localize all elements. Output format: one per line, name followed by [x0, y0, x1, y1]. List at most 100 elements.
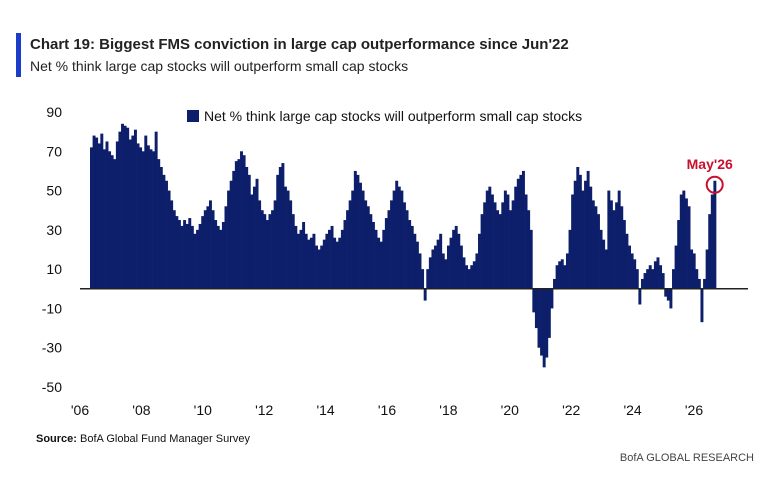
bar	[149, 149, 153, 289]
bar	[697, 278, 701, 289]
bar	[529, 229, 533, 289]
bar	[374, 229, 378, 289]
bar	[100, 133, 104, 289]
bar	[152, 151, 156, 289]
bar	[444, 259, 448, 289]
bar	[643, 273, 647, 289]
bar	[483, 202, 487, 289]
bar	[258, 200, 262, 289]
bar	[594, 206, 598, 289]
bar	[139, 147, 143, 289]
bar	[208, 200, 212, 289]
bar	[343, 220, 347, 289]
bar	[666, 288, 670, 301]
x-tick-label: '16	[378, 402, 396, 418]
x-tick-label: '20	[501, 402, 519, 418]
bar	[511, 200, 515, 289]
bar	[690, 249, 694, 289]
bar	[519, 174, 523, 289]
bar	[216, 225, 220, 289]
bar	[589, 186, 593, 289]
bar	[359, 182, 362, 289]
bar	[364, 200, 368, 289]
bar	[630, 253, 634, 289]
bar	[679, 194, 683, 289]
bar	[506, 194, 510, 289]
bar	[351, 190, 355, 289]
bar	[224, 206, 228, 289]
bar	[609, 200, 613, 289]
bar	[612, 210, 616, 289]
bar	[299, 229, 303, 289]
bar	[669, 288, 673, 309]
bar	[565, 253, 569, 289]
bar	[136, 143, 140, 289]
annotation: May'26	[687, 156, 733, 194]
bar	[278, 167, 282, 289]
bar	[560, 259, 564, 289]
x-tick-label: '12	[255, 402, 273, 418]
bar	[418, 253, 422, 289]
bar	[599, 229, 603, 289]
bar	[485, 190, 489, 289]
bar	[312, 233, 316, 289]
legend-swatch	[187, 110, 199, 122]
bar	[488, 186, 492, 289]
bar	[395, 180, 399, 289]
bar	[144, 135, 148, 289]
bar	[659, 265, 663, 289]
bar	[493, 202, 497, 289]
bar	[252, 186, 256, 289]
bar	[102, 149, 106, 289]
title-accent-bar	[16, 33, 21, 77]
bar	[97, 143, 101, 289]
bar	[607, 190, 611, 289]
bar	[692, 253, 696, 289]
source-text: BofA Global Fund Manager Survey	[76, 433, 251, 445]
bar	[452, 229, 456, 289]
bar	[635, 269, 639, 289]
bar	[591, 200, 595, 289]
bar	[113, 159, 117, 289]
bar	[509, 210, 512, 289]
bar	[392, 190, 396, 289]
bar	[617, 190, 621, 289]
bar	[695, 269, 699, 289]
bar	[651, 269, 655, 289]
bar	[542, 288, 546, 368]
bar	[227, 190, 231, 289]
bar	[684, 198, 688, 289]
x-tick-label: '26	[685, 402, 703, 418]
bar	[428, 257, 432, 289]
bar	[157, 159, 161, 289]
bar	[408, 220, 412, 289]
brand-footer: BofA GLOBAL RESEARCH	[619, 452, 754, 464]
bar	[126, 127, 130, 289]
bar	[633, 259, 637, 289]
bar	[229, 180, 233, 289]
bar	[581, 190, 585, 289]
bar	[496, 210, 500, 289]
bar	[296, 233, 300, 289]
bar	[175, 216, 179, 289]
bar	[108, 151, 112, 289]
bar	[131, 135, 135, 289]
bar	[369, 214, 373, 289]
bar	[532, 288, 536, 313]
bar	[640, 278, 644, 289]
bar	[597, 214, 600, 289]
bar	[534, 288, 538, 329]
bar	[545, 288, 549, 358]
bar	[165, 180, 168, 289]
bar	[604, 249, 608, 289]
bar	[568, 229, 572, 289]
bar	[203, 210, 207, 289]
bar	[250, 194, 254, 289]
bar	[540, 288, 544, 356]
bar	[705, 249, 709, 289]
bar	[677, 220, 681, 289]
bar	[190, 225, 194, 289]
bar	[449, 237, 453, 289]
bar	[602, 239, 606, 289]
